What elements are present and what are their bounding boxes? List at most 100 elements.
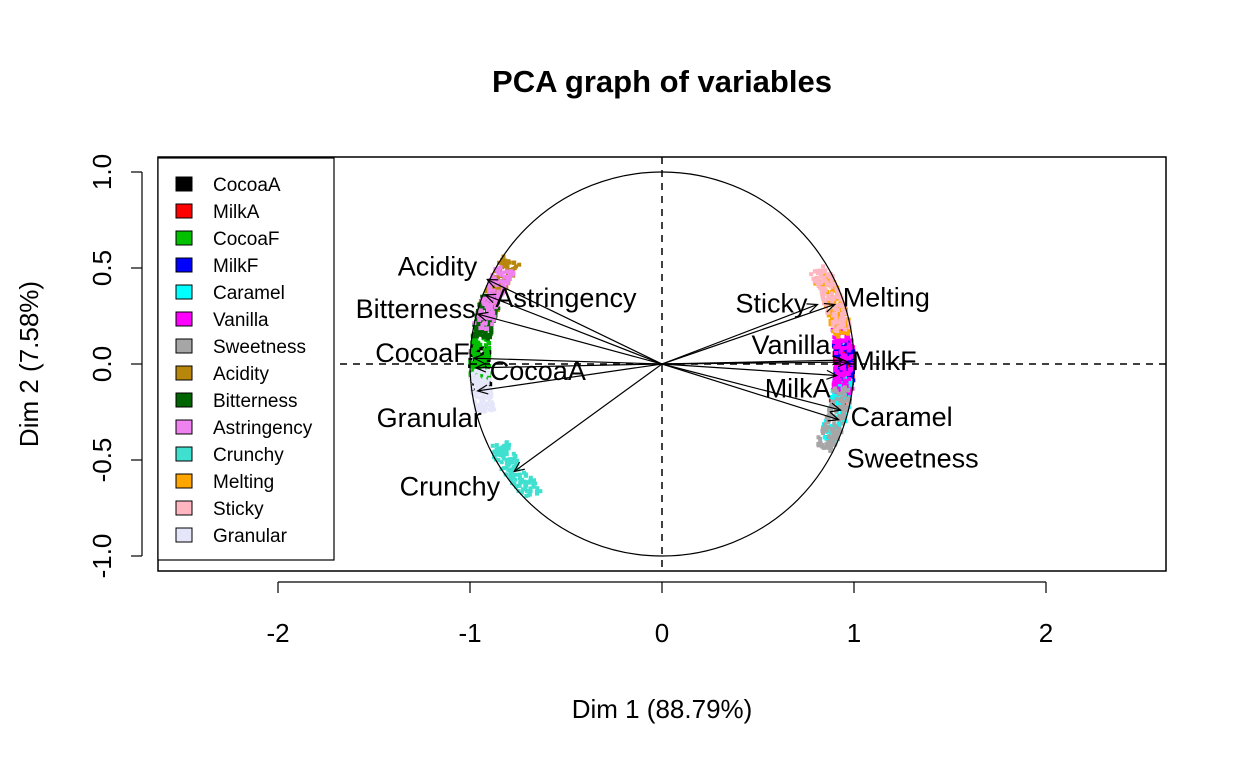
- bootstrap-point-granular: [487, 398, 492, 403]
- bootstrap-point-sweetness: [829, 403, 834, 408]
- bootstrap-point-vanilla: [837, 380, 842, 385]
- arrow-head-bitterness: [476, 311, 489, 322]
- legend-label-sweetness: Sweetness: [213, 337, 306, 358]
- bootstrap-point-acidity: [505, 266, 510, 271]
- bootstrap-point-crunchy: [510, 481, 515, 486]
- bootstrap-point-granular: [476, 373, 481, 378]
- bootstrap-point-cocoaf: [470, 364, 475, 369]
- bootstrap-point-astringency: [486, 303, 491, 308]
- bootstrap-point-crunchy: [504, 444, 509, 449]
- bootstrap-point-cocoaf: [481, 358, 486, 363]
- bootstrap-point-crunchy: [504, 457, 509, 462]
- arrow-head-vanilla: [832, 355, 844, 366]
- bootstrap-point-melting: [847, 328, 851, 333]
- bootstrap-point-crunchy: [509, 470, 513, 475]
- bootstrap-point-vanilla: [848, 367, 853, 372]
- bootstrap-point-astringency: [477, 317, 482, 322]
- bootstrap-point-astringency: [485, 307, 490, 312]
- bootstrap-point-granular: [481, 382, 485, 387]
- bootstrap-point-vanilla: [845, 345, 850, 350]
- bootstrap-point-granular: [492, 407, 497, 412]
- bootstrap-point-acidity: [512, 260, 517, 265]
- bootstrap-point-cocoaf: [485, 375, 490, 380]
- bootstrap-point-bitterness: [496, 306, 501, 311]
- bootstrap-point-sweetness: [841, 416, 845, 421]
- bootstrap-point-crunchy: [512, 456, 517, 461]
- arrow-sticky: [661, 303, 818, 365]
- bootstrap-point-cocoaf: [471, 367, 476, 372]
- bootstrap-point-sticky: [834, 287, 839, 291]
- bootstrap-point-sticky: [824, 280, 829, 285]
- bootstrap-point-acidity: [484, 289, 489, 293]
- bootstrap-point-caramel: [840, 380, 844, 385]
- bootstrap-point-milkf: [849, 373, 854, 378]
- bootstrap-point-crunchy: [492, 454, 497, 459]
- bootstrap-point-melting: [846, 331, 850, 336]
- bootstrap-point-sweetness: [822, 422, 827, 427]
- variable-label-vanilla: Vanilla: [751, 330, 831, 360]
- bootstrap-point-vanilla: [835, 369, 840, 374]
- bootstrap-point-astringency: [481, 300, 486, 305]
- bootstrap-point-milkf: [837, 352, 842, 357]
- bootstrap-point-granular: [484, 401, 489, 406]
- bootstrap-point-granular: [486, 371, 491, 376]
- bootstrap-point-melting: [839, 330, 844, 335]
- bootstrap-point-vanilla: [849, 338, 854, 343]
- y-axis-title: Dim 2 (7.58%): [14, 281, 44, 447]
- bootstrap-point-granular: [471, 376, 476, 381]
- bootstrap-point-sticky: [832, 307, 837, 312]
- bootstrap-point-sticky: [838, 293, 843, 297]
- bootstrap-point-vanilla: [842, 378, 847, 383]
- bootstrap-point-granular: [476, 378, 481, 383]
- bootstrap-point-cocoaf: [487, 341, 491, 345]
- bootstrap-point-crunchy: [496, 458, 501, 463]
- bootstrap-point-astringency: [487, 290, 492, 295]
- reference-lines: [158, 157, 1166, 571]
- bootstrap-point-granular: [487, 377, 492, 382]
- legend-swatch-cocoaf: [175, 230, 193, 246]
- bootstrap-point-sweetness: [834, 389, 839, 394]
- bootstrap-point-sticky: [838, 316, 843, 321]
- bootstrap-point-acidity: [507, 260, 512, 265]
- bootstrap-point-crunchy: [528, 489, 533, 494]
- bootstrap-point-vanilla: [840, 346, 845, 351]
- bootstrap-point-sticky: [833, 316, 838, 321]
- bootstrap-point-cocoaf: [479, 355, 483, 360]
- x-tick-label: 2: [1039, 618, 1053, 648]
- x-tick-label: -2: [266, 618, 289, 648]
- bootstrap-point-bitterness: [477, 322, 482, 327]
- bootstrap-point-sweetness: [842, 393, 847, 398]
- bootstrap-point-sweetness: [843, 388, 848, 393]
- bootstrap-point-granular: [476, 369, 481, 374]
- legend-label-astringency: Astringency: [213, 418, 313, 439]
- bootstrap-point-cocoaa: [470, 388, 475, 393]
- bootstrap-point-vanilla: [847, 356, 852, 361]
- bootstrap-point-astringency: [501, 270, 506, 275]
- bootstrap-point-acidity: [505, 262, 510, 267]
- bootstrap-point-sticky: [811, 276, 816, 281]
- x-axis-title: Dim 1 (88.79%): [572, 694, 753, 724]
- variable-label-melting: Melting: [843, 283, 930, 313]
- bootstrap-point-granular: [479, 398, 484, 403]
- bootstrap-point-sticky: [847, 325, 852, 330]
- bootstrap-point-astringency: [492, 314, 497, 319]
- bootstrap-point-sweetness: [825, 420, 830, 425]
- bootstrap-point-crunchy: [514, 460, 519, 465]
- bootstrap-point-granular: [487, 407, 492, 412]
- bootstrap-point-crunchy: [512, 472, 517, 477]
- bootstrap-point-sticky: [834, 294, 839, 298]
- legend-label-milkf: MilkF: [213, 256, 258, 277]
- bootstrap-point-granular: [477, 390, 482, 395]
- bootstrap-point-caramel: [849, 380, 854, 385]
- bootstrap-point-astringency: [495, 298, 500, 303]
- arrow-acidity: [487, 278, 663, 365]
- bootstrap-point-vanilla: [848, 388, 853, 393]
- bootstrap-point-crunchy: [516, 467, 521, 472]
- bootstrap-point-granular: [473, 383, 478, 388]
- bootstrap-point-bitterness: [473, 327, 478, 332]
- bootstrap-point-caramel: [849, 384, 854, 389]
- bootstrap-point-sticky: [821, 264, 826, 269]
- bootstrap-point-sweetness: [821, 431, 825, 436]
- bootstrap-point-vanilla: [835, 345, 840, 350]
